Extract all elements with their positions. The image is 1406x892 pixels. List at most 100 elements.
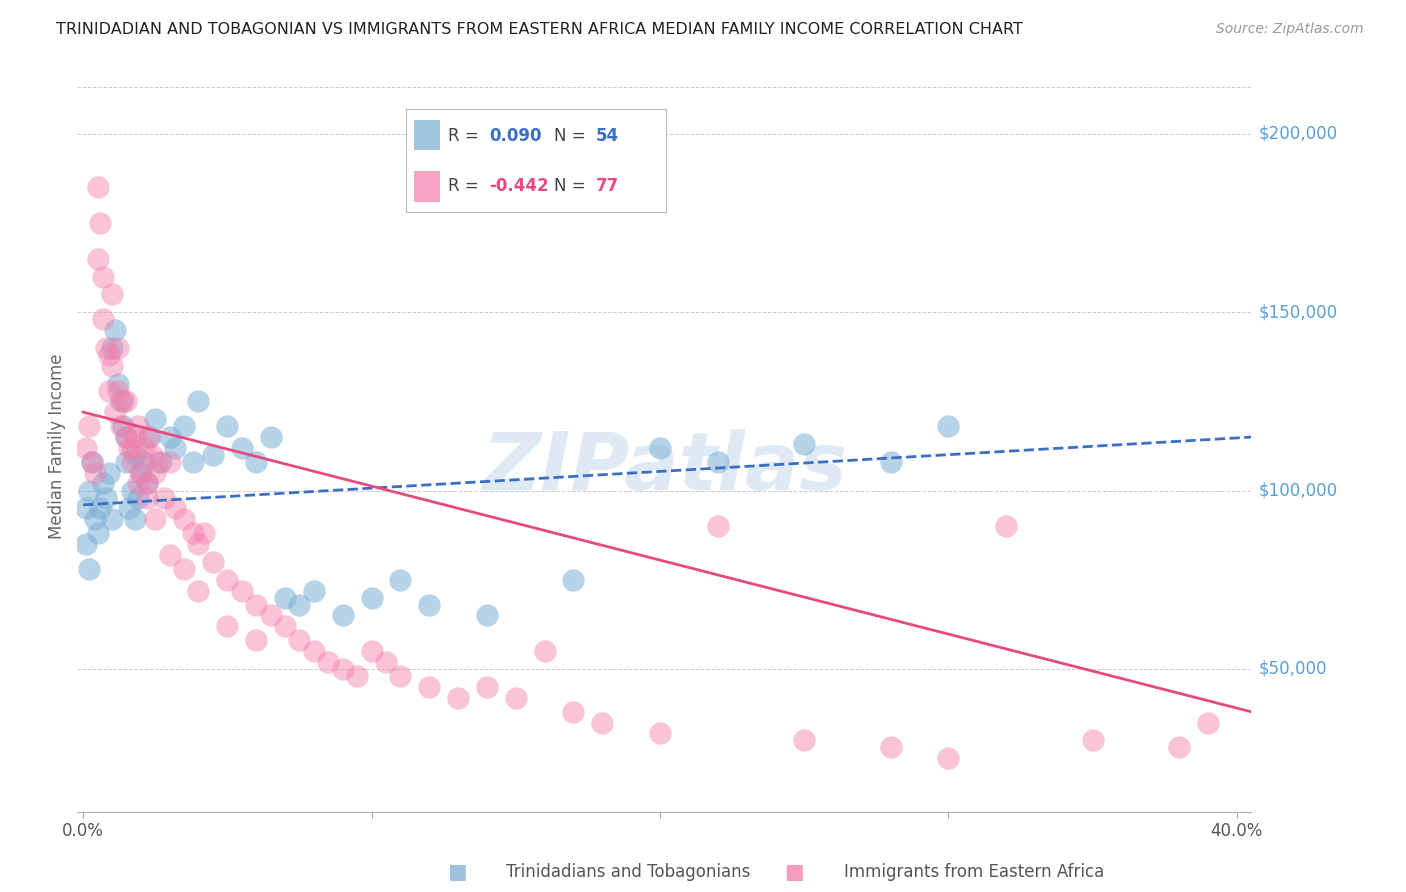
Point	[389, 573, 412, 587]
Text: 54: 54	[596, 127, 619, 145]
Point	[121, 455, 143, 469]
Text: ■: ■	[785, 863, 804, 882]
Point	[115, 430, 138, 444]
Text: Trinidadians and Tobagonians: Trinidadians and Tobagonians	[506, 863, 751, 881]
Text: $200,000: $200,000	[1258, 125, 1337, 143]
Point	[135, 476, 157, 491]
Y-axis label: Median Family Income: Median Family Income	[48, 353, 66, 539]
Point	[231, 441, 253, 455]
Point	[418, 680, 440, 694]
Point	[562, 705, 585, 719]
Point	[83, 512, 105, 526]
Point	[181, 455, 204, 469]
Point	[245, 598, 267, 612]
Point	[187, 394, 209, 409]
Point	[143, 512, 166, 526]
Point	[110, 419, 132, 434]
Point	[360, 644, 382, 658]
Bar	[413, 171, 440, 202]
Point	[165, 501, 187, 516]
Point	[115, 430, 138, 444]
Point	[135, 476, 157, 491]
Point	[288, 633, 311, 648]
Point	[591, 715, 613, 730]
Point	[533, 644, 555, 658]
Point	[112, 394, 135, 409]
Point	[1197, 715, 1219, 730]
Point	[107, 376, 129, 391]
Point	[173, 419, 195, 434]
Point	[475, 680, 498, 694]
Point	[793, 437, 815, 451]
Point	[107, 384, 129, 398]
Point	[274, 591, 297, 605]
Point	[1168, 740, 1191, 755]
Text: R =: R =	[447, 177, 484, 194]
Point	[112, 419, 135, 434]
Point	[141, 448, 163, 462]
Point	[124, 430, 146, 444]
Point	[505, 690, 527, 705]
Point	[138, 430, 160, 444]
Point	[77, 483, 100, 498]
Point	[75, 501, 97, 516]
Point	[346, 669, 368, 683]
Point	[77, 419, 100, 434]
Point	[127, 476, 149, 491]
Point	[110, 394, 132, 409]
Point	[793, 733, 815, 747]
Point	[302, 644, 325, 658]
Point	[274, 619, 297, 633]
Text: -0.442: -0.442	[489, 177, 548, 194]
Point	[118, 501, 141, 516]
Point	[75, 441, 97, 455]
Point	[259, 608, 281, 623]
Point	[706, 519, 728, 533]
Text: $100,000: $100,000	[1258, 482, 1337, 500]
Point	[332, 608, 354, 623]
Point	[447, 690, 470, 705]
Text: TRINIDADIAN AND TOBAGONIAN VS IMMIGRANTS FROM EASTERN AFRICA MEDIAN FAMILY INCOM: TRINIDADIAN AND TOBAGONIAN VS IMMIGRANTS…	[56, 22, 1024, 37]
Point	[101, 341, 124, 355]
Text: 0.090: 0.090	[489, 127, 541, 145]
Point	[146, 455, 169, 469]
Text: N =: N =	[554, 127, 591, 145]
Point	[375, 655, 398, 669]
Point	[98, 384, 121, 398]
Point	[938, 419, 960, 434]
Point	[132, 455, 155, 469]
Point	[187, 583, 209, 598]
Point	[418, 598, 440, 612]
Point	[389, 669, 412, 683]
Point	[288, 598, 311, 612]
Point	[124, 512, 146, 526]
Point	[104, 323, 127, 337]
Point	[138, 430, 160, 444]
Point	[80, 455, 103, 469]
Point	[217, 573, 239, 587]
Point	[149, 455, 172, 469]
Point	[124, 448, 146, 462]
Point	[127, 491, 149, 505]
Point	[86, 526, 108, 541]
Point	[360, 591, 382, 605]
Point	[89, 216, 111, 230]
Point	[880, 455, 903, 469]
Point	[706, 455, 728, 469]
Point	[173, 512, 195, 526]
Point	[135, 491, 157, 505]
Point	[159, 430, 181, 444]
Point	[648, 726, 671, 740]
Point	[245, 455, 267, 469]
Point	[165, 441, 187, 455]
Text: ■: ■	[447, 863, 467, 882]
Point	[173, 562, 195, 576]
Point	[938, 751, 960, 765]
Point	[91, 312, 114, 326]
Point	[259, 430, 281, 444]
Point	[98, 348, 121, 362]
Point	[217, 419, 239, 434]
Point	[107, 341, 129, 355]
Bar	[413, 120, 440, 151]
Point	[217, 619, 239, 633]
